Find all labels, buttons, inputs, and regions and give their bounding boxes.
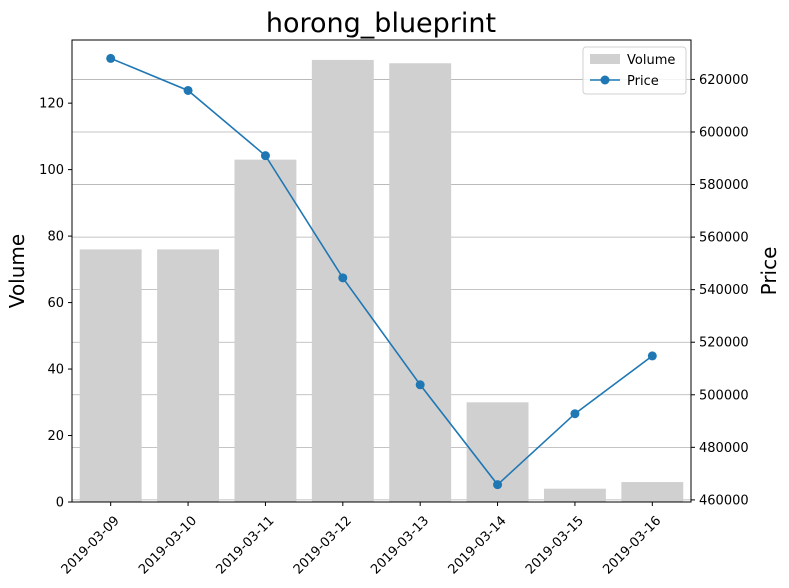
price-point-2019-03-15 xyxy=(570,409,580,419)
price-point-2019-03-13 xyxy=(415,380,425,390)
legend-volume-swatch xyxy=(590,54,620,64)
left-axis: 0 20 40 60 80 100 120 xyxy=(39,97,72,511)
y-tick-label: 20 xyxy=(47,429,64,444)
x-tick-label: 2019-03-10 xyxy=(136,513,200,577)
bar-2019-03-10 xyxy=(157,249,220,502)
price-series-line xyxy=(110,57,653,486)
right-axis: 460000 480000 500000 520000 540000 560000 5800… xyxy=(691,73,749,508)
legend-price-marker xyxy=(600,75,610,85)
y2-tick-label: 580000 xyxy=(699,178,749,193)
legend-price-label: Price xyxy=(627,74,659,89)
bar-2019-03-13 xyxy=(389,63,452,503)
x-tick-label: 2019-03-15 xyxy=(523,513,587,577)
y2-tick-label: 480000 xyxy=(699,441,749,456)
legend: Volume Price xyxy=(582,46,687,95)
bar-2019-03-09 xyxy=(79,249,142,502)
x-axis: 2019-03-09 2019-03-10 2019-03-11 2019-03-12… xyxy=(59,502,664,577)
bar-2019-03-11 xyxy=(234,159,297,503)
y-tick-label: 40 xyxy=(47,363,64,378)
y2-tick-label: 560000 xyxy=(699,231,749,246)
price-line xyxy=(106,53,657,490)
x-tick-label: 2019-03-14 xyxy=(446,513,510,577)
x-tick-label: 2019-03-11 xyxy=(213,513,277,577)
bar-2019-03-15 xyxy=(543,488,606,502)
legend-volume-label: Volume xyxy=(627,53,675,68)
volume-bars xyxy=(79,59,684,503)
x-tick-label: 2019-03-12 xyxy=(291,513,355,577)
price-point-2019-03-16 xyxy=(647,351,657,361)
y2-tick-label: 500000 xyxy=(699,388,749,403)
chart-title: horong_blueprint xyxy=(266,8,496,39)
y-axis-label: Volume xyxy=(5,234,29,308)
bar-2019-03-16 xyxy=(621,482,684,502)
y-tick-label: 0 xyxy=(56,496,64,511)
y2-tick-label: 620000 xyxy=(699,73,749,88)
y2-axis-label: Price xyxy=(757,247,781,296)
price-point-2019-03-10 xyxy=(183,85,193,95)
price-point-2019-03-12 xyxy=(338,273,348,283)
y2-tick-label: 460000 xyxy=(699,493,749,508)
x-tick-label: 2019-03-16 xyxy=(600,513,664,577)
x-tick-label: 2019-03-13 xyxy=(368,513,432,577)
price-point-2019-03-11 xyxy=(260,151,270,161)
y2-tick-label: 520000 xyxy=(699,336,749,351)
y-tick-label: 60 xyxy=(47,296,64,311)
x-tick-label: 2019-03-09 xyxy=(59,513,123,577)
y-tick-label: 120 xyxy=(39,97,64,112)
y-tick-label: 100 xyxy=(39,163,64,178)
price-point-2019-03-14 xyxy=(493,480,503,490)
plot-frame xyxy=(71,39,692,503)
y2-tick-label: 600000 xyxy=(699,125,749,140)
y-tick-label: 80 xyxy=(47,230,64,245)
y2-tick-label: 540000 xyxy=(699,283,749,298)
price-point-2019-03-09 xyxy=(106,53,116,63)
